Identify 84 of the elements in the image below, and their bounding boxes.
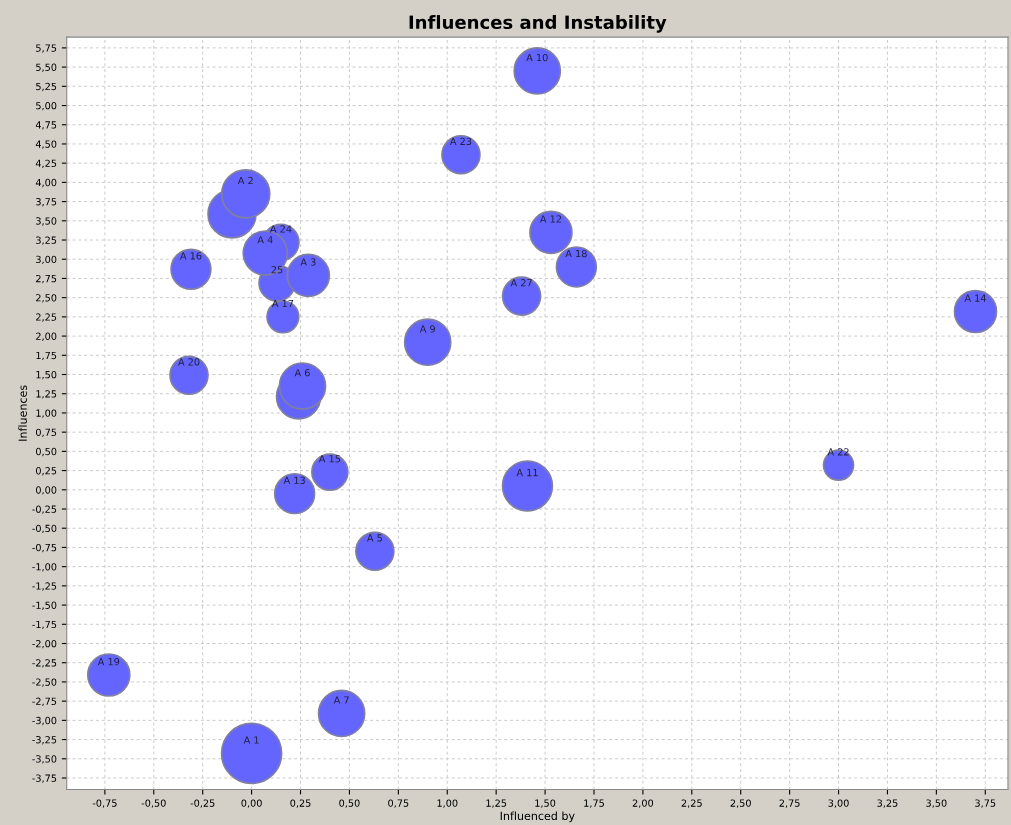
x-tick-label: 1,75: [584, 799, 604, 808]
y-tick-label: 0,50: [36, 447, 57, 457]
x-tick-label: 1,00: [437, 799, 458, 808]
y-tick-label: 4,75: [35, 121, 57, 130]
y-tick-label: 1,75: [36, 351, 57, 361]
annotation: A 7: [333, 696, 349, 704]
y-tick-label: 1,50: [36, 370, 57, 380]
y-tick-label: -0,25: [32, 505, 57, 514]
y-tick-label: -2,50: [32, 678, 57, 687]
x-axis-title: Influenced by: [500, 811, 575, 823]
y-tick-label: 5,00: [36, 102, 57, 111]
x-tick-label: 3,50: [926, 799, 947, 808]
y-tick-label: -3,25: [32, 736, 57, 745]
y-tick-label: 2,75: [36, 274, 57, 284]
y-tick-label: 2,50: [36, 294, 57, 303]
x-tick-label: -0,25: [190, 799, 215, 808]
x-tick-label: 3,25: [877, 799, 898, 808]
x-tick-label: 0,25: [290, 799, 311, 808]
annotation: A 15: [318, 455, 341, 463]
chart-title: Influences and Instability: [409, 15, 667, 33]
x-tick-label: -0,50: [141, 799, 166, 808]
y-tick-label: -2,25: [32, 659, 57, 668]
annotation: A 2: [237, 176, 253, 185]
y-tick-label: -2,75: [32, 697, 57, 706]
annotation: A 19: [97, 657, 120, 666]
y-tick-label: 4,00: [35, 178, 57, 188]
annotation: A 17: [271, 299, 294, 308]
annotation: A 12: [539, 215, 562, 223]
annotation: A 23: [449, 137, 472, 146]
y-tick-label: -0,50: [32, 524, 57, 534]
x-tick-label: 0,50: [339, 799, 360, 808]
y-tick-label: -2,00: [32, 639, 57, 649]
y-tick-label: -1,00: [32, 563, 57, 572]
y-tick-label: 2,25: [36, 313, 57, 322]
y-tick-label: 1,25: [36, 390, 57, 399]
y-tick-label: 3,50: [36, 217, 57, 226]
x-tick-label: 1,25: [486, 799, 507, 808]
y-tick-label: -3,50: [32, 755, 57, 764]
y-tick-label: 1,00: [36, 409, 57, 418]
y-tick-label: -1,50: [32, 601, 57, 610]
x-tick-label: 2,00: [632, 799, 654, 808]
annotation: A 11: [516, 469, 538, 477]
x-tick-label: 0,75: [388, 799, 409, 808]
y-tick-label: 3,25: [36, 236, 57, 245]
x-tick-label: 2,50: [730, 799, 751, 808]
x-tick-label: 0,00: [241, 799, 262, 808]
annotation: A 9: [419, 325, 435, 333]
annotation: A 24: [269, 225, 292, 233]
x-tick-label: 1,50: [535, 799, 556, 808]
x-tick-label: 2,25: [681, 799, 702, 808]
y-tick-label: 5,75: [36, 44, 57, 53]
y-tick-label: -0,75: [32, 543, 57, 553]
y-tick-label: -1,75: [32, 620, 57, 630]
annotation: A 27: [510, 279, 532, 287]
y-tick-label: -3,00: [32, 716, 57, 726]
annotation: A 10: [526, 53, 548, 62]
annotation: A 16: [179, 252, 202, 260]
y-tick-label: -1,25: [32, 582, 57, 591]
y-tick-label: 3,00: [36, 255, 57, 265]
annotation: A 4: [257, 236, 273, 244]
annotation: A 6: [294, 369, 310, 377]
x-tick-label: 3,75: [975, 799, 996, 808]
y-tick-label: -3,75: [32, 774, 57, 783]
y-axis-title: Influences: [18, 385, 27, 441]
y-tick-label: 4,50: [35, 140, 57, 149]
x-tick-label: 2,75: [779, 799, 800, 808]
annotation: A 18: [565, 249, 587, 258]
x-tick-label: -0,75: [92, 799, 117, 808]
annotation: A 20: [178, 358, 200, 366]
y-tick-label: 4,25: [35, 159, 57, 168]
annotation: A 5: [366, 534, 382, 542]
y-tick-label: 2,00: [36, 332, 57, 341]
annotation: A 1: [243, 736, 259, 744]
y-tick-label: 0,25: [36, 467, 57, 476]
y-tick-label: 5,25: [36, 82, 57, 92]
x-tick-label: 3,00: [828, 799, 849, 808]
y-tick-label: 0,00: [36, 486, 57, 495]
annotation: 25: [271, 266, 283, 274]
annotation: A 3: [300, 258, 316, 266]
annotation: A 14: [964, 294, 986, 302]
y-tick-label: 0,75: [36, 428, 57, 437]
y-tick-label: 5,50: [36, 63, 57, 72]
y-tick-label: 3,75: [36, 198, 57, 207]
annotation: A 13: [283, 476, 305, 484]
